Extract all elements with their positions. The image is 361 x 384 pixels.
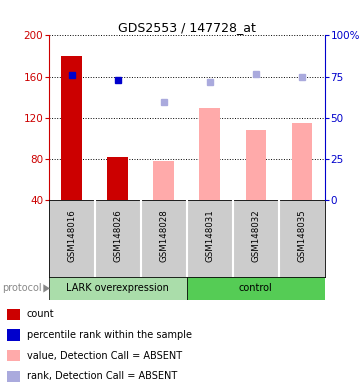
Text: protocol: protocol bbox=[2, 283, 42, 293]
Text: LARK overexpression: LARK overexpression bbox=[66, 283, 169, 293]
Text: rank, Detection Call = ABSENT: rank, Detection Call = ABSENT bbox=[27, 371, 177, 381]
Bar bbox=[187, 277, 325, 300]
Text: percentile rank within the sample: percentile rank within the sample bbox=[27, 330, 192, 340]
Bar bbox=[7, 309, 20, 320]
Title: GDS2553 / 147728_at: GDS2553 / 147728_at bbox=[118, 21, 256, 34]
Text: GSM148026: GSM148026 bbox=[113, 210, 122, 262]
Text: GSM148032: GSM148032 bbox=[251, 210, 260, 262]
Bar bbox=[7, 329, 20, 341]
Text: value, Detection Call = ABSENT: value, Detection Call = ABSENT bbox=[27, 351, 182, 361]
Text: control: control bbox=[239, 283, 273, 293]
Text: GSM148035: GSM148035 bbox=[297, 210, 306, 262]
Text: count: count bbox=[27, 310, 55, 319]
Bar bbox=[245, 130, 266, 200]
Bar bbox=[49, 277, 187, 300]
Bar bbox=[108, 157, 128, 200]
Text: GSM148028: GSM148028 bbox=[159, 210, 168, 262]
Bar bbox=[61, 56, 82, 200]
Bar bbox=[153, 161, 174, 200]
Bar bbox=[200, 108, 220, 200]
Text: GSM148031: GSM148031 bbox=[205, 210, 214, 262]
Bar bbox=[7, 350, 20, 361]
Text: GSM148016: GSM148016 bbox=[67, 210, 76, 262]
Bar bbox=[7, 371, 20, 382]
Bar bbox=[292, 123, 312, 200]
